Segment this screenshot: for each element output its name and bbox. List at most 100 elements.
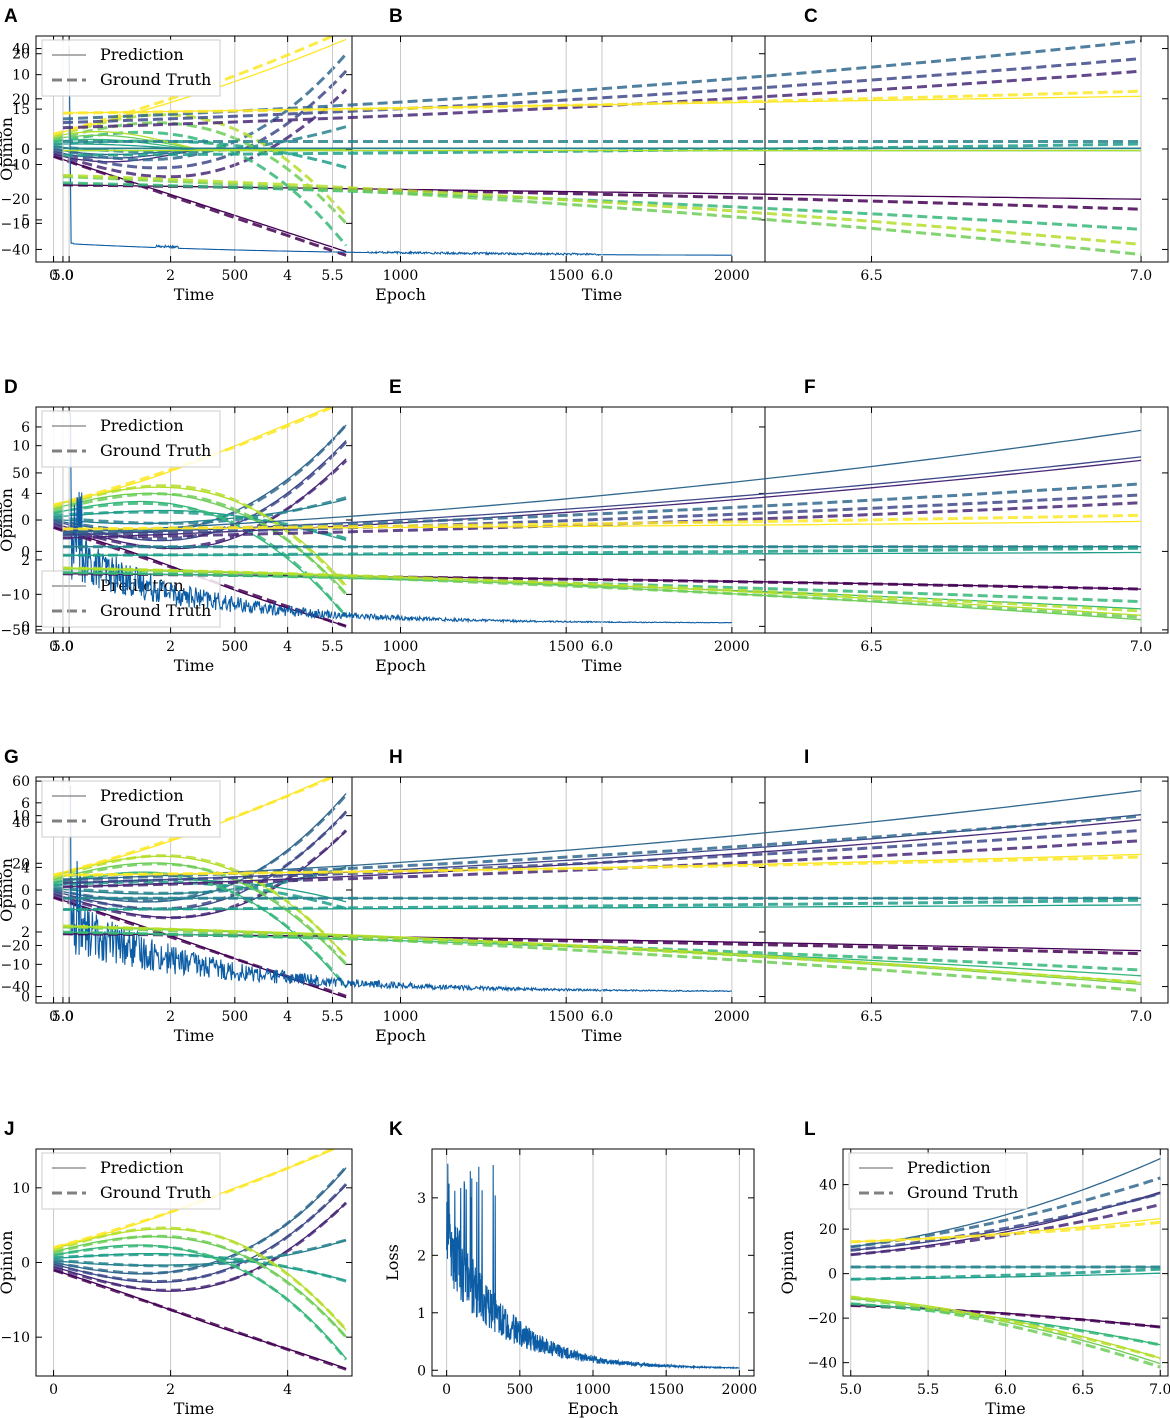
prediction-line <box>53 131 347 151</box>
y-tick-label: 20 <box>12 856 30 872</box>
plot-area <box>68 45 732 257</box>
y-tick-label: −50 <box>0 623 30 639</box>
ground-truth-line <box>53 862 348 966</box>
prediction-line <box>53 1252 347 1282</box>
y-tick-label: 0 <box>21 897 30 913</box>
legend-ground-truth-label: Ground Truth <box>100 601 211 620</box>
panel-letter: F <box>804 377 816 398</box>
y-tick-label: 5 <box>21 213 30 229</box>
ground-truth-line <box>53 52 348 162</box>
legend-ground-truth-label: Ground Truth <box>907 1183 1018 1202</box>
y-tick-label: −10 <box>0 957 30 973</box>
x-tick-label: 2 <box>166 639 175 655</box>
legend-ground-truth-label: Ground Truth <box>100 70 211 89</box>
panel-letter: H <box>389 747 403 768</box>
prediction-line <box>63 551 1141 556</box>
legend-box <box>848 1152 1028 1210</box>
loss-line <box>69 413 733 624</box>
y-axis-label: Opinion <box>778 1231 797 1295</box>
ground-truth-line <box>850 1296 1161 1369</box>
x-axis-label: Time <box>174 285 214 304</box>
panel-letter: A <box>4 6 18 27</box>
legend-box <box>41 780 221 838</box>
y-tick-label: −40 <box>0 242 30 258</box>
y-tick-label: 10 <box>12 158 30 174</box>
x-tick-label: 4 <box>283 1382 292 1398</box>
plot-area <box>62 789 1142 993</box>
y-axis-label: Opinion <box>0 1231 16 1295</box>
y-tick-label: 0 <box>21 513 30 529</box>
x-tick-label: 2000 <box>714 268 750 284</box>
prediction-line <box>53 855 347 957</box>
plot-area <box>69 413 733 624</box>
x-tick-label: 6.0 <box>591 639 613 655</box>
legend-box <box>41 410 221 468</box>
ground-truth-line <box>53 130 348 247</box>
ground-truth-line <box>62 173 1142 246</box>
panel-letter: K <box>389 1119 403 1140</box>
loss-line <box>68 45 732 257</box>
panel-letter: E <box>389 377 402 398</box>
x-tick-label: 500 <box>221 639 248 655</box>
prediction-line <box>62 853 1142 876</box>
y-tick-label: 3 <box>417 1191 426 1207</box>
plot-area <box>62 429 1142 621</box>
ground-truth-line <box>62 175 1142 256</box>
y-tick-label: 15 <box>12 102 30 118</box>
ground-truth-line <box>53 1238 347 1268</box>
y-tick-label: −40 <box>0 980 30 996</box>
y-tick-label: −20 <box>0 938 30 954</box>
x-axis-label: Time <box>985 1399 1025 1418</box>
legend-prediction-label: Prediction <box>100 45 184 64</box>
x-axis-label: Epoch <box>568 1399 619 1418</box>
ground-truth-line <box>62 39 1142 121</box>
prediction-line <box>850 1272 1161 1280</box>
x-tick-label: 0 <box>49 1009 58 1025</box>
y-tick-label: −20 <box>807 1311 837 1327</box>
x-tick-label: 0 <box>65 268 74 284</box>
legend-prediction-label: Prediction <box>100 786 184 805</box>
panel-k: K 0 500 1000 1500 2000 0 1 2 3 Epoch Loss <box>383 1119 757 1418</box>
x-tick-label: 1000 <box>575 1382 611 1398</box>
x-axis-label: Time <box>174 656 214 675</box>
x-tick-label: 2 <box>166 1382 175 1398</box>
prediction-line <box>62 925 1142 984</box>
x-tick-label: 1500 <box>548 1009 584 1025</box>
x-tick-label: 6.0 <box>591 1009 613 1025</box>
ground-truth-line <box>53 895 347 998</box>
x-tick-label: 0 <box>49 639 58 655</box>
prediction-line <box>850 1296 1161 1359</box>
x-tick-label: 500 <box>221 268 248 284</box>
y-tick-label: −10 <box>0 1330 30 1346</box>
x-axis-label: Epoch <box>375 1026 426 1045</box>
x-tick-label: 6.0 <box>994 1382 1016 1398</box>
x-tick-label: 5.5 <box>321 639 343 655</box>
x-tick-label: 500 <box>506 1382 533 1398</box>
ground-truth-line <box>53 88 348 179</box>
prediction-line <box>62 819 1142 888</box>
legend-ground-truth-label: Ground Truth <box>100 1183 211 1202</box>
y-tick-label: 50 <box>12 466 30 482</box>
x-tick-label: 2 <box>166 268 175 284</box>
y-tick-label: 10 <box>12 439 30 455</box>
x-tick-label: 1000 <box>383 639 419 655</box>
x-tick-label: 1000 <box>383 1009 419 1025</box>
x-tick-label: 2000 <box>714 639 750 655</box>
legend-prediction-label: Prediction <box>100 416 184 435</box>
x-axis-label: Time <box>174 1399 214 1418</box>
x-tick-label: 6.5 <box>1072 1382 1094 1398</box>
x-tick-label: 5.0 <box>52 268 74 284</box>
y-axis-label: Loss <box>0 872 6 909</box>
prediction-line <box>53 1202 347 1292</box>
prediction-line <box>53 1228 347 1331</box>
panel-letter: C <box>804 6 818 27</box>
ground-truth-line <box>53 1234 348 1339</box>
prediction-line <box>53 1184 347 1283</box>
panel-f: F5.05.56.06.57.0−50050TimeOpinionPredict… <box>0 377 1169 675</box>
y-axis-label: Opinion <box>0 117 16 181</box>
y-tick-label: 0 <box>21 990 30 1006</box>
prediction-line <box>53 896 347 999</box>
x-tick-label: 7.0 <box>1130 1009 1152 1025</box>
y-tick-label: 0 <box>21 142 30 158</box>
x-axis-label: Time <box>174 1026 214 1045</box>
